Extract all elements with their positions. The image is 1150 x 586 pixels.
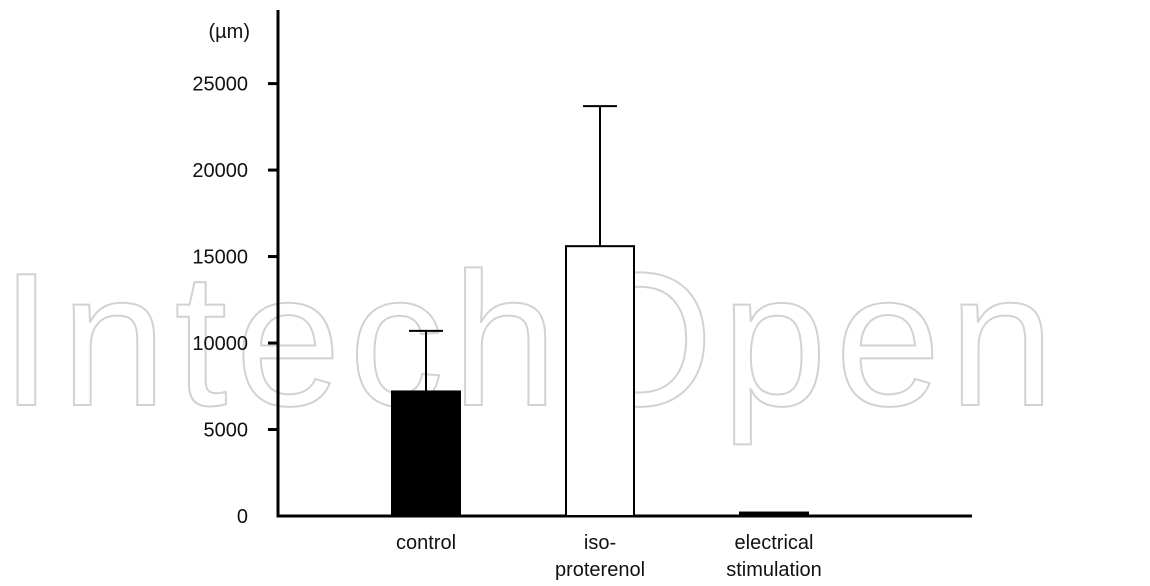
x-category-label: stimulation [726,559,822,581]
y-tick-label: 15000 [192,247,248,269]
bars [391,245,809,518]
x-category-label: control [396,532,456,554]
bar-2 [739,511,809,517]
x-category-label: iso- [584,532,616,554]
x-category-label: proterenol [555,559,645,581]
y-tick-label: 10000 [192,333,248,355]
y-unit-label: (µm) [208,21,250,43]
y-tick-label: 0 [237,506,248,528]
bar-1 [565,245,635,518]
y-tick-label: 25000 [192,74,248,96]
y-tick-label: 20000 [192,160,248,182]
y-tick-label: 5000 [204,420,249,442]
labels: (µm) 0 5000 10000 15000 20000 25000 control iso-… [192,21,821,581]
x-category-label: electrical [735,532,814,554]
watermark-text: IntechOpen [0,234,1062,446]
error-bars [409,105,617,392]
bar-0 [391,390,461,518]
